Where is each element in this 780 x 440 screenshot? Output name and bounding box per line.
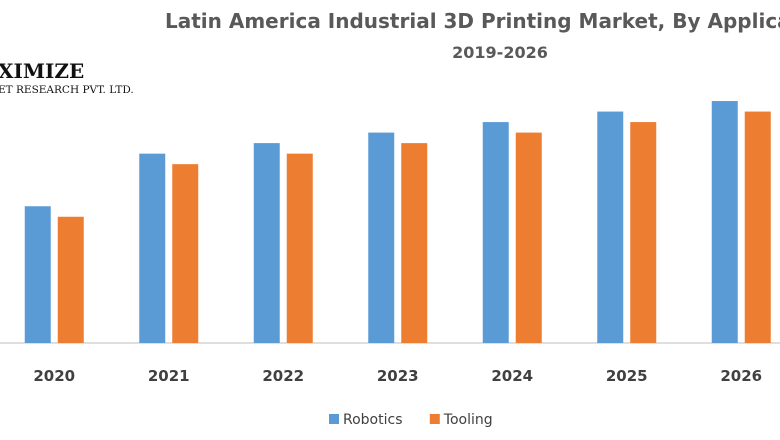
bar-robotics-2021 [139,153,166,343]
watermark-line2: ET RESEARCH PVT. LTD. [0,84,134,96]
chart-subtitle: 2019-2026 [452,43,548,62]
bars-group [24,101,771,343]
watermark-logo: XIMIZE ET RESEARCH PVT. LTD. [0,59,134,96]
bar-tooling-2022 [286,153,313,343]
x-tick-label-2020: 2020 [33,367,75,385]
legend-swatch-robotics [329,414,339,424]
x-tick-label-2022: 2022 [262,367,304,385]
legend-label-robotics: Robotics [343,412,403,428]
x-tick-label-2025: 2025 [606,367,648,385]
legend-label-tooling: Tooling [443,412,493,428]
watermark-line1: XIMIZE [0,59,84,83]
bar-robotics-2024 [482,122,509,343]
bar-robotics-2026 [711,101,738,343]
chart-title: Latin America Industrial 3D Printing Mar… [165,9,780,33]
x-tick-label-2024: 2024 [491,367,533,385]
legend-swatch-tooling [429,414,440,424]
bar-robotics-2022 [253,143,280,343]
x-tick-labels: 2020 2021 2022 2023 2024 2025 2026 [33,367,762,385]
legend: Robotics Tooling [329,412,493,428]
bar-robotics-2020 [24,206,51,343]
bar-robotics-2023 [368,132,395,343]
x-tick-label-2023: 2023 [377,367,419,385]
bar-tooling-2024 [515,132,542,343]
x-tick-label-2021: 2021 [148,367,190,385]
bar-robotics-2025 [597,111,624,343]
bar-tooling-2023 [401,143,428,343]
bar-tooling-2021 [172,164,199,343]
bar-tooling-2025 [630,122,657,343]
bar-tooling-2026 [744,111,771,343]
bar-tooling-2020 [57,216,84,343]
x-tick-label-2026: 2026 [720,367,762,385]
